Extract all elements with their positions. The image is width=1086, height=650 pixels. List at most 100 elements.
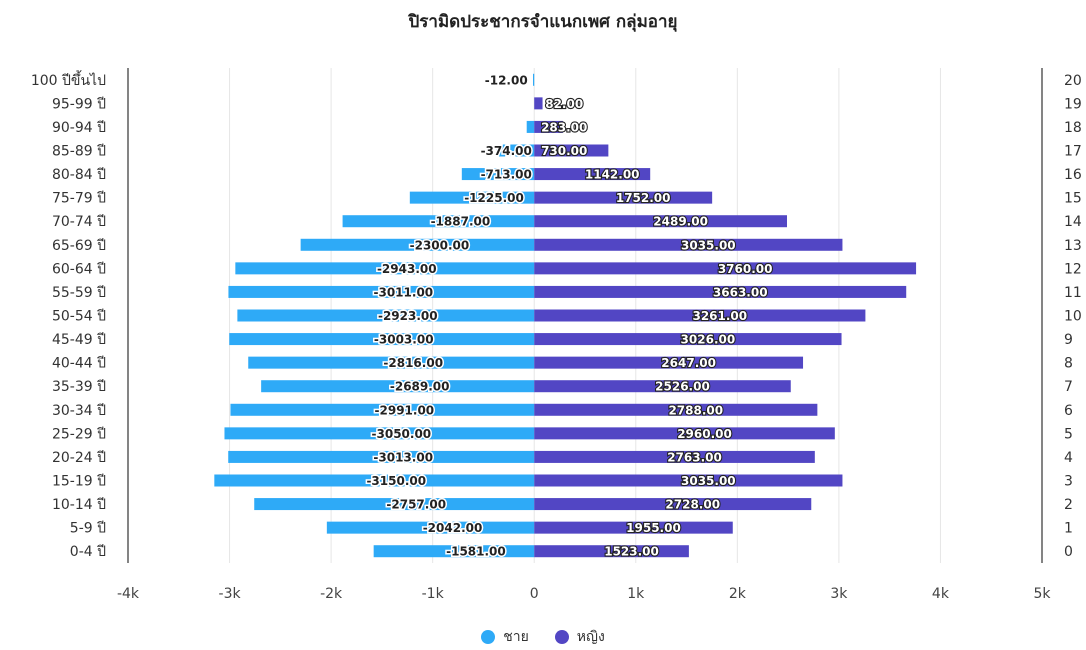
bar-female — [534, 191, 713, 204]
right-tick-label: 16 — [1064, 167, 1082, 183]
right-tick-label: 10 — [1064, 309, 1082, 325]
bar-female — [534, 521, 733, 534]
bar-female — [534, 333, 842, 346]
data-label-male: -2042.00 — [423, 521, 483, 535]
right-tick-label: 5 — [1064, 426, 1073, 442]
x-tick-label: -4k — [117, 586, 140, 602]
bar-male — [409, 191, 535, 204]
bar-male — [248, 356, 535, 369]
bar-male — [230, 403, 535, 416]
data-label-female: 1142.00 — [585, 168, 640, 182]
bar-female — [534, 168, 651, 181]
data-label-female: 3760.00 — [718, 262, 773, 276]
bar-male — [229, 333, 535, 346]
bar-male — [237, 309, 535, 322]
bar-female — [534, 403, 818, 416]
right-tick-label: 18 — [1064, 120, 1082, 136]
bar-male — [526, 120, 535, 133]
y-tick-label: 100 ปีขึ้นไป — [31, 70, 106, 89]
right-tick-label: 1 — [1064, 521, 1073, 537]
bar-female — [534, 427, 835, 440]
chart-title: ปิรามิดประชากรจำแนกเพศ กลุ่มอายุ — [408, 12, 678, 32]
y-tick-label: 85-89 ปี — [52, 144, 106, 160]
bar-female — [534, 380, 791, 393]
data-label-male: -2943.00 — [377, 262, 437, 276]
y-tick-label: 20-24 ปี — [52, 450, 106, 466]
data-label-male: -374.00 — [481, 144, 532, 158]
bar-female — [534, 215, 787, 228]
data-label-female: 82.00 — [545, 97, 583, 111]
x-tick-label: -3k — [219, 586, 242, 602]
data-label-female: 1523.00 — [604, 545, 659, 559]
data-label-female: 3261.00 — [692, 309, 747, 323]
data-label-male: -2923.00 — [378, 309, 438, 323]
axis-layer: -4k -3k -2k -1k 0 1k 2k 3k 4k 5k0-4 ปี 05-9 ปี 110-… — [31, 68, 1082, 602]
x-tick-label: 2k — [729, 586, 747, 602]
bar-male — [228, 450, 535, 463]
legend-female-swatch — [554, 630, 569, 644]
data-label-male: -3003.00 — [374, 333, 434, 347]
bar-female — [534, 309, 866, 322]
data-label-male: -1887.00 — [431, 215, 491, 229]
bar-layer — [214, 73, 917, 558]
right-tick-label: 19 — [1064, 96, 1082, 112]
data-label-female: 1752.00 — [616, 191, 671, 205]
data-label-male: -3150.00 — [366, 474, 426, 488]
bar-male — [214, 474, 535, 487]
data-label-male: -2816.00 — [383, 356, 443, 370]
data-label-layer: -1581.00 -2042.00 -2757.00 -3150.00 -3013.00… — [365, 72, 774, 560]
data-label-female: 2489.00 — [653, 215, 708, 229]
data-label-male: -1581.00 — [446, 545, 506, 559]
right-tick-label: 14 — [1064, 214, 1082, 230]
data-label-male: -3013.00 — [373, 450, 433, 464]
x-tick-label: -1k — [422, 586, 445, 602]
data-label-female: 2763.00 — [667, 450, 722, 464]
data-label-male: -2757.00 — [386, 498, 446, 512]
y-tick-label: 90-94 ปี — [52, 120, 106, 136]
right-tick-label: 15 — [1064, 191, 1082, 207]
bar-male — [224, 427, 535, 440]
bar-male — [235, 262, 535, 275]
y-tick-label: 0-4 ปี — [70, 544, 106, 560]
bar-male — [342, 215, 535, 228]
data-label-female: 283.00 — [541, 120, 587, 134]
right-tick-label: 11 — [1064, 285, 1082, 301]
data-label-female: 2788.00 — [668, 403, 723, 417]
right-tick-label: 8 — [1064, 356, 1073, 372]
y-tick-label: 55-59 ปี — [52, 285, 106, 301]
right-tick-label: 6 — [1064, 403, 1073, 419]
data-label-female: 2960.00 — [677, 427, 732, 441]
y-tick-label: 45-49 ปี — [52, 332, 106, 348]
data-label-male: -3050.00 — [372, 427, 432, 441]
x-tick-label: 3k — [830, 586, 848, 602]
data-label-male: -2689.00 — [390, 380, 450, 394]
bar-female — [534, 356, 804, 369]
bar-female — [534, 238, 843, 251]
y-tick-label: 15-19 ปี — [52, 474, 106, 490]
y-tick-label: 40-44 ปี — [52, 356, 106, 372]
x-tick-label: 5k — [1033, 586, 1051, 602]
legend-female-label: หญิง — [576, 629, 605, 645]
y-tick-label: 50-54 ปี — [52, 309, 106, 325]
right-tick-label: 4 — [1064, 450, 1073, 466]
bar-female — [534, 97, 543, 110]
bar-male — [373, 545, 535, 558]
y-tick-label: 30-34 ปี — [52, 403, 106, 419]
data-label-female: 2728.00 — [665, 498, 720, 512]
x-tick-label: 4k — [932, 586, 950, 602]
bar-male — [261, 380, 535, 393]
y-tick-label: 60-64 ปี — [52, 261, 106, 277]
bar-male — [496, 144, 535, 157]
bar-female — [534, 450, 815, 463]
right-tick-label: 2 — [1064, 497, 1073, 513]
data-label-male: -1225.00 — [464, 191, 524, 205]
legend-item-male[interactable]: ชาย — [481, 626, 529, 648]
legend-item-female[interactable]: หญิง — [554, 626, 605, 648]
data-label-female: 730.00 — [541, 144, 587, 158]
data-label-female: 3035.00 — [681, 238, 736, 252]
right-tick-label: 3 — [1064, 474, 1073, 490]
y-tick-label: 75-79 ปี — [52, 191, 106, 207]
data-label-male: -3011.00 — [374, 285, 434, 299]
bar-male — [228, 285, 535, 298]
legend: ชาย หญิง — [0, 626, 1086, 648]
